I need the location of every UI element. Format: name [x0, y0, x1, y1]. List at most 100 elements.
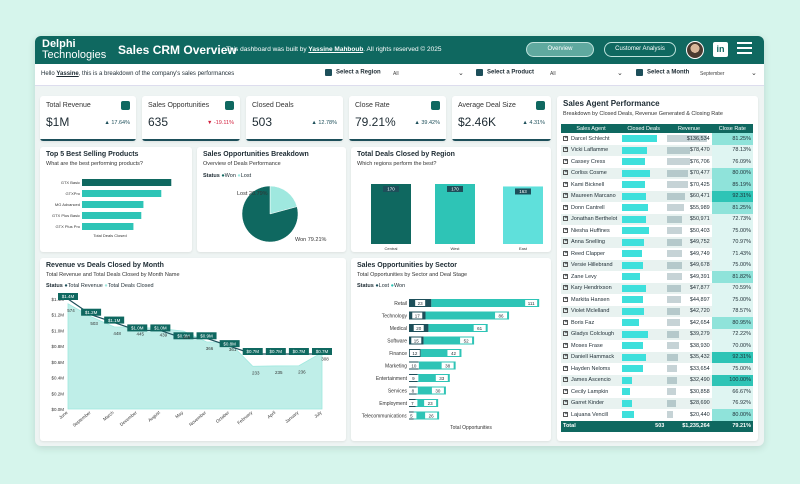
table-row[interactable]: Donn Cantrell $55,989 81.25% [561, 202, 753, 214]
table-row[interactable]: Anna Snelling $49,752 70.97% [561, 236, 753, 248]
overview-button[interactable]: Overview [526, 42, 594, 57]
product-bar[interactable] [82, 201, 144, 208]
sector-bar-won[interactable] [420, 349, 462, 357]
kpi-label: Close Rate [355, 102, 390, 109]
expand-icon[interactable] [563, 331, 568, 337]
table-row[interactable]: Hayden Neloms $33,654 75.00% [561, 363, 753, 375]
sector-bar-won[interactable] [417, 374, 450, 382]
expand-icon[interactable] [563, 308, 568, 314]
region-bar[interactable] [435, 184, 475, 244]
avatar[interactable] [686, 41, 704, 59]
table-row[interactable]: Lajuana Vencill $20,440 80.00% [561, 409, 753, 421]
table-row[interactable]: Niesha Huffines $50,403 75.00% [561, 225, 753, 237]
legend-lost[interactable]: Lost [378, 283, 390, 289]
region-filter-value[interactable]: All [393, 71, 399, 77]
expand-icon[interactable] [563, 181, 568, 187]
product-bar[interactable] [82, 190, 162, 197]
chevron-down-icon[interactable]: ⌄ [617, 70, 623, 77]
table-row[interactable]: Violet Mclelland $42,720 78.57% [561, 305, 753, 317]
closed-deals-bar [622, 330, 648, 338]
table-row[interactable]: Reed Clapper $49,749 71.43% [561, 248, 753, 260]
customer-analysis-button[interactable]: Customer Analysis [604, 42, 676, 57]
expand-icon[interactable] [563, 216, 568, 222]
table-row[interactable]: Maureen Marcano $60,471 92.31% [561, 190, 753, 202]
column-header-rate[interactable]: Close Rate [711, 124, 753, 133]
expand-icon[interactable] [563, 354, 568, 360]
pie-slice-won[interactable] [241, 185, 299, 243]
agent-name-cell: Cecily Lampkin [561, 386, 621, 398]
table-row[interactable]: Garret Kinder $28,690 76.92% [561, 397, 753, 409]
sector-bar-won[interactable] [418, 361, 456, 370]
expand-icon[interactable] [563, 193, 568, 199]
expand-icon[interactable] [563, 262, 568, 268]
legend-won[interactable]: Won [224, 173, 236, 179]
byline-author-link[interactable]: Yassine Mahboub [308, 46, 364, 53]
table-row[interactable]: Corliss Cosme $70,477 80.00% [561, 167, 753, 179]
expand-icon[interactable] [563, 273, 568, 279]
linkedin-icon[interactable]: in [713, 42, 728, 57]
table-row[interactable]: Kary Hendrixson $47,877 70.59% [561, 282, 753, 294]
sector-bar-won[interactable] [428, 324, 488, 332]
expand-icon[interactable] [563, 365, 568, 371]
expand-icon[interactable] [563, 239, 568, 245]
region-bar[interactable] [503, 186, 543, 244]
pie-slice-lost[interactable] [269, 185, 298, 215]
column-header-agent[interactable]: Sales Agent [561, 124, 621, 133]
product-bar[interactable] [82, 212, 142, 219]
sector-bar-won[interactable] [423, 336, 475, 345]
expand-icon[interactable] [563, 377, 568, 383]
table-row[interactable]: James Ascencio $32,490 100.00% [561, 374, 753, 386]
expand-icon[interactable] [563, 158, 568, 164]
expand-icon[interactable] [563, 147, 568, 153]
legend-deals[interactable]: Total Deals Closed [107, 283, 154, 289]
month-filter[interactable]: Select a Month September ⌄ [636, 69, 760, 77]
expand-icon[interactable] [563, 170, 568, 176]
table-row[interactable]: Daniell Hammack $35,432 92.31% [561, 351, 753, 363]
revenue-value: $76,706 [689, 158, 710, 165]
expand-icon[interactable] [563, 135, 568, 141]
expand-icon[interactable] [563, 285, 568, 291]
expand-icon[interactable] [563, 204, 568, 210]
legend-won[interactable]: Won [393, 283, 406, 289]
expand-icon[interactable] [563, 400, 568, 406]
product-bar[interactable] [82, 223, 134, 230]
expand-icon[interactable] [563, 296, 568, 302]
revenue-cell: $44,897 [666, 294, 711, 306]
table-row[interactable]: Markita Hansen $44,897 75.00% [561, 294, 753, 306]
region-filter[interactable]: Select a Region All ⌄ [325, 69, 469, 77]
table-row[interactable]: Darcel Schlecht $136,534 81.25% [561, 133, 753, 145]
chevron-down-icon[interactable]: ⌄ [751, 70, 757, 77]
expand-icon[interactable] [563, 250, 568, 256]
product-filter-value[interactable]: All [550, 71, 556, 77]
product-bar[interactable] [82, 179, 172, 186]
table-row[interactable]: Kami Bicknell $70,425 85.19% [561, 179, 753, 191]
column-header-closed[interactable]: Closed Deals [621, 124, 667, 133]
table-row[interactable]: Cassey Cress $76,706 76.09% [561, 156, 753, 168]
expand-icon[interactable] [563, 342, 568, 348]
table-row[interactable]: Moses Frase $38,930 70.00% [561, 340, 753, 352]
table-row[interactable]: Gladys Colclough $39,279 72.22% [561, 328, 753, 340]
table-row[interactable]: Zane Levy $49,391 81.82% [561, 271, 753, 283]
table-row[interactable]: Cecily Lampkin $30,858 66.67% [561, 386, 753, 398]
table-row[interactable]: Jonathan Berthelot $50,971 72.73% [561, 213, 753, 225]
table-row[interactable]: Versie Hillebrand $49,678 75.00% [561, 259, 753, 271]
column-header-revenue[interactable]: Revenue [666, 124, 712, 133]
expand-icon[interactable] [563, 388, 568, 394]
sector-bar-won[interactable] [416, 386, 446, 395]
expand-icon[interactable] [563, 411, 568, 417]
month-filter-value[interactable]: September [700, 71, 725, 77]
chevron-down-icon[interactable]: ⌄ [458, 70, 464, 77]
expand-icon[interactable] [563, 227, 568, 233]
hamburger-menu-icon[interactable] [737, 42, 752, 57]
table-row[interactable]: Boris Faz $42,654 80.95% [561, 317, 753, 329]
sector-tick-label: Medical [390, 326, 407, 332]
sector-bar-won[interactable] [431, 299, 540, 307]
expand-icon[interactable] [563, 319, 568, 325]
sector-bar-won[interactable] [425, 311, 510, 320]
region-bar[interactable] [371, 184, 411, 244]
product-filter[interactable]: Select a Product All ⌄ [476, 69, 626, 77]
legend-lost[interactable]: Lost [240, 173, 252, 179]
revenue-data-badge [58, 293, 78, 300]
legend-revenue[interactable]: Total Revenue [67, 283, 103, 289]
table-row[interactable]: Vicki Laflamme $78,470 78.13% [561, 144, 753, 156]
